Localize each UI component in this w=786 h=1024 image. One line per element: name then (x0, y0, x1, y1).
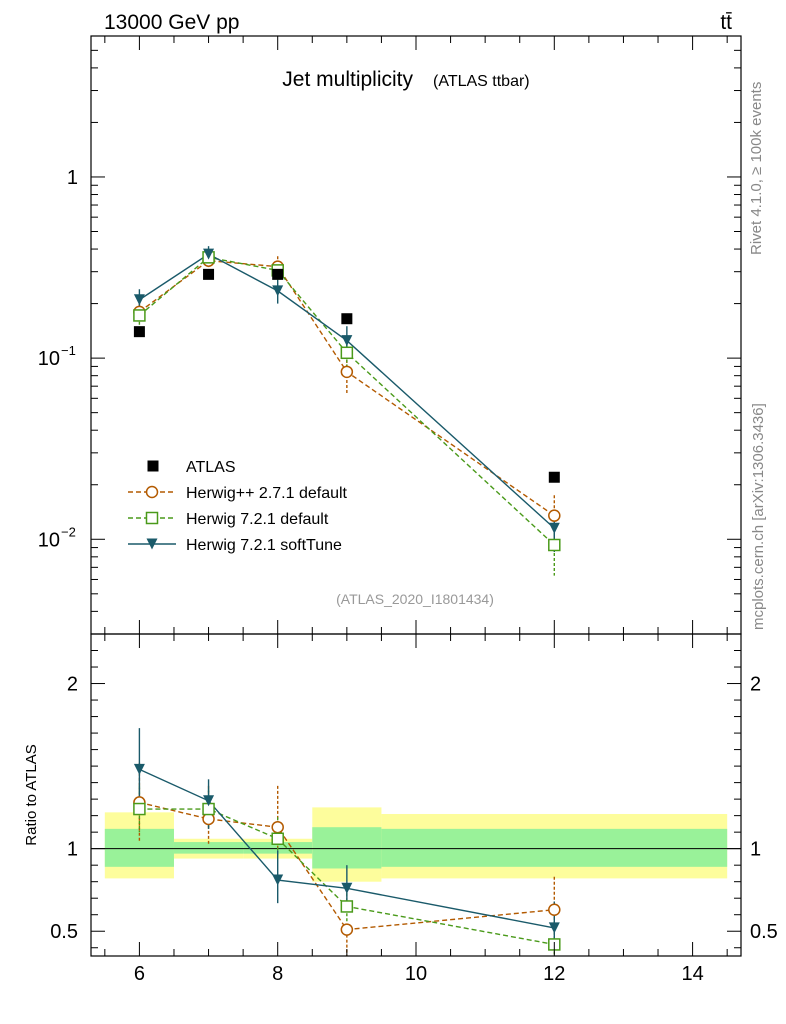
header-process: 13000 GeV pp (104, 11, 239, 34)
ratio-data-point (272, 874, 284, 886)
ratio-data-point (133, 763, 145, 775)
legend-marker (146, 538, 158, 550)
ratio-data-point (203, 795, 215, 807)
atlas-data-point (203, 268, 215, 280)
ratio-data-point (271, 832, 284, 846)
y-tick-label: 1 (67, 167, 78, 189)
source-url-label: mcplots.cern.ch [arXiv:1306.3436] (750, 403, 767, 630)
header-final-state: tt̄ (720, 11, 732, 34)
data-point (548, 509, 561, 522)
x-tick-label: 14 (681, 963, 703, 985)
ratio-data-point (548, 903, 561, 917)
ratio-y-tick-label-left: 1 (67, 839, 78, 861)
x-tick-label: 12 (543, 963, 565, 985)
atlas-data-point (548, 471, 560, 483)
main-axis-ticks (91, 35, 741, 635)
inner-band (312, 827, 382, 869)
atlas-data-point (133, 326, 145, 338)
inner-band (381, 828, 728, 867)
ratio-y-tick-label-left: 2 (67, 674, 78, 696)
data-point (548, 538, 561, 552)
data-point (340, 346, 354, 360)
legend-label: Herwig 7.2.1 default (186, 511, 329, 528)
y-tick-label-exponent: −2 (61, 524, 76, 539)
rivet-version-label: Rivet 4.1.0, ≥ 100k events (748, 82, 765, 255)
main-y-tick-labels: 110−110−2 (38, 167, 78, 551)
main-plot-panel: 110−110−2 Jet multiplicity (ATLAS ttbar)… (38, 35, 742, 635)
data-point (203, 248, 215, 260)
ratio-plot-panel: 0.5 0.51 12 2 6 8 10 12 14 Ratio to ATLAS (23, 633, 778, 985)
ratio-data-point (271, 820, 284, 834)
analysis-id-label: (ATLAS_2020_I1801434) (336, 591, 494, 607)
y-tick-label: 10 (38, 348, 60, 370)
legend-label: Herwig 7.2.1 softTune (186, 537, 342, 554)
ratio-y-tick-label-right: 1 (750, 839, 761, 861)
ratio-series-group (133, 728, 561, 956)
data-point (341, 335, 353, 347)
inner-band (173, 842, 244, 854)
y-tick-label-exponent: −1 (61, 343, 76, 358)
data-point (340, 365, 354, 379)
x-tick-labels: 6 8 10 12 14 (134, 963, 704, 985)
ratio-data-point (340, 900, 354, 913)
x-tick-label: 10 (405, 963, 427, 985)
series-line (138, 259, 555, 517)
ratio-axis-ticks (91, 633, 741, 956)
ratio-data-point (133, 802, 146, 816)
y-tick-label: 10 (38, 529, 60, 551)
legend-label: Herwig++ 2.7.1 default (186, 485, 348, 502)
ratio-y-tick-label-right: 2 (750, 674, 761, 696)
ratio-data-point (548, 922, 560, 934)
ratio-plot-frame (90, 633, 742, 957)
ratio-y-tick-label-left: 0.5 (50, 921, 78, 943)
legend: ATLAS Herwig++ 2.7.1 default Herwig 7.2.1 … (128, 459, 348, 554)
legend-marker (145, 485, 159, 499)
atlas-data-point (341, 313, 353, 325)
legend-marker (145, 511, 159, 525)
x-tick-label: 8 (272, 963, 283, 985)
ratio-y-tick-label-right: 0.5 (750, 921, 778, 943)
ratio-data-point (341, 882, 353, 894)
main-series-group (133, 246, 561, 576)
data-point (272, 285, 284, 297)
ratio-y-tick-labels: 0.5 0.5 1 1 2 2 (50, 674, 778, 944)
data-point (548, 522, 560, 534)
legend-marker (147, 460, 159, 472)
ratio-data-point (340, 923, 354, 936)
plot-title: Jet multiplicity (282, 68, 413, 91)
ratio-uncertainty-bands (104, 807, 728, 882)
data-point (133, 294, 145, 306)
atlas-data-point (272, 268, 284, 280)
x-tick-label: 6 (134, 963, 145, 985)
legend-label: ATLAS (186, 459, 236, 476)
plot-subtitle: (ATLAS ttbar) (433, 73, 530, 90)
data-point (133, 309, 146, 322)
ratio-y-axis-label: Ratio to ATLAS (23, 744, 40, 845)
